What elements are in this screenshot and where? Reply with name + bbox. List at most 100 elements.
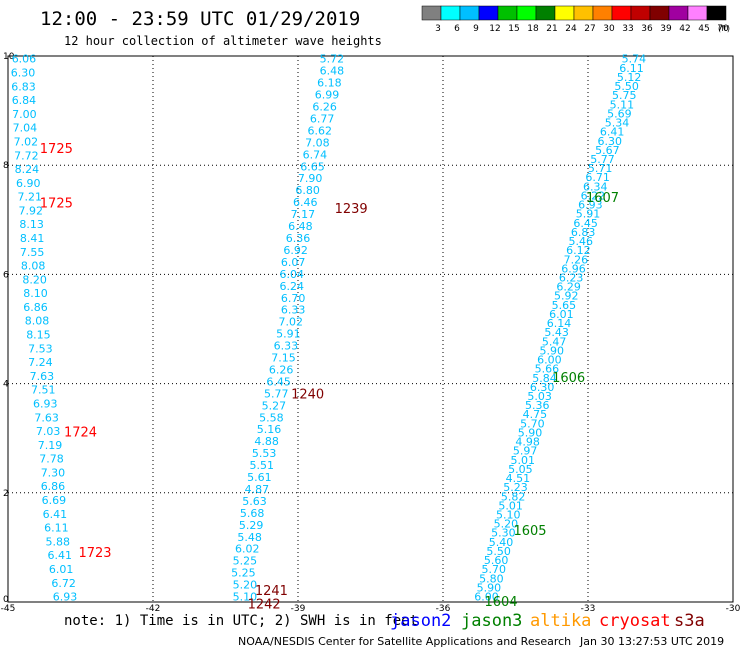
wave-height-value: 6.74 (303, 148, 328, 161)
wave-height-value: 7.24 (28, 356, 53, 369)
wave-height-value: 6.83 (571, 226, 596, 239)
wave-height-value: 6.48 (320, 65, 345, 78)
wave-height-value: 6.93 (53, 591, 78, 604)
wave-height-value: 7.19 (38, 439, 63, 452)
wave-height-value: 6.71 (585, 171, 610, 184)
colorbar-label: 12 (489, 24, 500, 34)
colorbar-label: 6 (454, 24, 460, 34)
wave-height-value: 7.92 (18, 204, 43, 217)
x-tick-label: -30 (726, 604, 740, 614)
wave-height-value: 6.00 (537, 354, 562, 367)
wave-height-value: 6.02 (235, 543, 260, 556)
wave-height-value: 7.17 (291, 208, 316, 221)
colorbar-label: 24 (565, 24, 577, 34)
wave-height-value: 5.50 (486, 545, 511, 558)
wave-height-value: 5.58 (259, 411, 284, 424)
colorbar-label: 33 (622, 24, 633, 34)
colorbar-label: 15 (508, 24, 519, 34)
wave-height-value: 7.78 (39, 453, 64, 466)
wave-height-value: 5.77 (264, 387, 289, 400)
colorbar-label: 42 (679, 24, 690, 34)
wave-height-value: 5.03 (527, 390, 552, 403)
wave-height-value: 8.24 (15, 163, 40, 176)
colorbar-label: 36 (641, 24, 653, 34)
wave-height-value: 6.12 (566, 244, 591, 257)
chart-subtitle: 12 hour collection of altimeter wave hei… (64, 34, 382, 48)
wave-height-value: 5.91 (276, 328, 301, 341)
wave-height-value: 6.46 (293, 196, 318, 209)
wave-height-value: 7.26 (564, 253, 589, 266)
wave-height-value: 5.48 (237, 531, 262, 544)
wave-height-value: 6.84 (12, 94, 37, 107)
colorbar-label: 21 (546, 24, 557, 34)
wave-height-value: 6.77 (310, 112, 335, 125)
wave-height-value: 5.88 (46, 535, 71, 548)
wave-height-value: 6.33 (281, 304, 306, 317)
wave-height-value: 6.93 (578, 199, 603, 212)
colorbar-swatch (668, 5, 689, 21)
wave-height-value: 4.88 (254, 435, 279, 448)
wave-height-value: 6.90 (16, 177, 41, 190)
wave-height-value: 7.63 (34, 411, 59, 424)
wave-height-value: 5.71 (588, 162, 613, 175)
y-tick-label: 2 (3, 489, 9, 499)
wave-height-value: 5.25 (231, 567, 256, 580)
colorbar-swatch (573, 5, 594, 21)
wave-height-value: 4.98 (515, 436, 540, 449)
wave-height-value: 7.21 (18, 191, 43, 204)
wave-height-value: 6.80 (295, 184, 320, 197)
colorbar-swatch (706, 5, 727, 21)
colorbar-swatch (535, 5, 556, 21)
wave-height-value: 7.53 (28, 342, 53, 355)
wave-height-value: 6.18 (317, 77, 342, 90)
wave-height-value: 8.10 (23, 287, 48, 300)
wave-height-value: 6.48 (288, 220, 313, 233)
wave-height-value: 5.10 (233, 591, 258, 604)
wave-height-value: 5.75 (612, 89, 637, 102)
legend-altika: altika (530, 611, 592, 631)
y-tick-label: 8 (3, 161, 9, 171)
x-tick-label: -39 (291, 604, 306, 614)
wave-height-value: 6.14 (547, 317, 572, 330)
wave-height-value: 6.01 (49, 563, 74, 576)
wave-height-value: 6.26 (312, 101, 337, 114)
wave-height-value: 5.92 (554, 290, 579, 303)
legend-s3a: s3a (674, 611, 705, 631)
wave-height-value: 6.99 (315, 89, 340, 102)
wave-height-value: 6.41 (43, 508, 68, 521)
colorbar-swatch (592, 5, 613, 21)
wave-height-value: 6.86 (23, 301, 48, 314)
wave-height-value: 6.45 (266, 375, 291, 388)
wave-height-value: 5.43 (544, 326, 569, 339)
wave-height-value: 5.47 (542, 335, 567, 348)
colorbar-label: 70 (717, 24, 729, 34)
wave-height-value: 6.72 (51, 577, 76, 590)
wave-height-value: 4.87 (245, 483, 270, 496)
wave-height-value: 7.63 (30, 370, 55, 383)
wave-height-value: 6.11 (619, 62, 644, 75)
wave-height-value: 7.02 (14, 135, 39, 148)
wave-height-value: 5.60 (484, 554, 509, 567)
wave-height-value: 6.96 (561, 262, 586, 275)
wave-height-value: 5.10 (496, 509, 521, 522)
wave-height-value: 8.20 (22, 273, 47, 286)
wave-height-value: 6.41 (47, 549, 72, 562)
colorbar-unit: (ft) (718, 24, 730, 33)
colorbar-label: 9 (473, 24, 479, 34)
wave-height-value: 5.53 (252, 447, 277, 460)
colorbar-swatch (459, 5, 480, 21)
wave-height-value: 5.51 (250, 459, 275, 472)
footer-credit: NOAA/NESDIS Center for Satellite Applica… (238, 635, 572, 648)
wave-height-value: 5.68 (240, 507, 265, 520)
wave-height-value: 5.46 (569, 235, 594, 248)
wave-height-value: 5.20 (233, 579, 258, 592)
x-tick-label: -42 (146, 604, 161, 614)
wave-height-value: 5.70 (482, 563, 507, 576)
wave-height-value: 5.36 (525, 399, 550, 412)
colorbar-label: 27 (584, 24, 595, 34)
wave-height-value: 5.97 (513, 445, 538, 458)
pass-time-label: 1724 (64, 426, 97, 441)
wave-height-value: 6.06 (12, 53, 37, 66)
wave-height-value: 7.15 (271, 352, 296, 365)
pass-time-label: 1239 (335, 202, 368, 217)
